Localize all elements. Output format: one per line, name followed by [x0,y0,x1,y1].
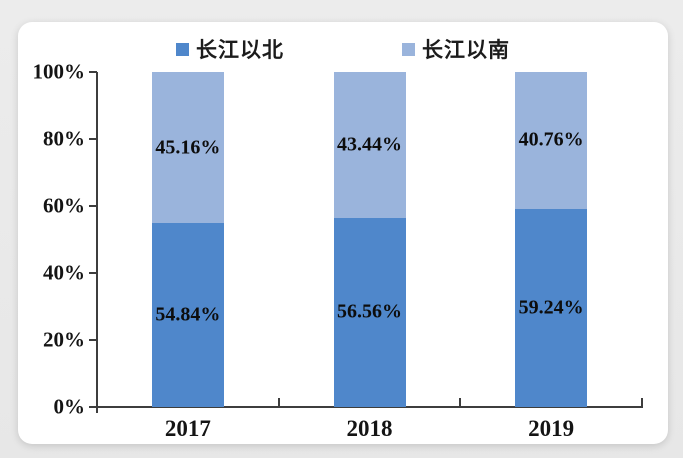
x-category-label: 2018 [346,416,393,441]
legend-item-north: 长江以北 [176,34,284,64]
y-tick-label: 0% [53,394,86,419]
bar-segment-north-2018 [333,217,406,407]
plot-area: 0% 20% 40% 60% 80% 100% 54.84% 45.16% 2017 56.56%… [33,60,643,441]
bar-segment-south-2019 [515,72,588,209]
x-axis-tick [459,398,462,407]
y-axis-tick [89,138,97,140]
bar-segment-north-2019 [515,208,588,407]
bar-segment-north-2017 [151,223,224,407]
y-tick-label: 60% [43,193,85,218]
y-tick-label: 20% [43,327,85,352]
bar-segment-south-2018 [333,72,406,218]
bar-segment-south-2017 [151,72,224,224]
legend: 长江以北 长江以南 [18,34,668,64]
x-category-label: 2017 [164,416,211,441]
y-tick-label: 40% [43,260,85,285]
legend-swatch-north-icon [176,42,189,56]
y-tick-label: 100% [32,59,86,84]
x-axis-tick [277,398,280,407]
bar-value-label: 59.24% [518,296,584,319]
legend-label-south: 长江以南 [422,38,510,62]
bar-value-label: 54.84% [155,303,221,326]
x-axis-tick [641,398,643,407]
chart-card: 长江以北 长江以南 0% 20% 40% 60% 80% 100% 54.84% 45.16%… [18,22,668,444]
legend-swatch-south-icon [402,42,415,56]
y-axis-tick [89,339,97,341]
x-axis-line [96,406,643,408]
y-axis-line [96,72,98,413]
bar-value-label: 56.56% [337,300,402,323]
legend-item-south: 长江以南 [402,34,510,64]
legend-label-north: 长江以北 [196,38,284,62]
y-axis-tick [89,205,97,207]
bar-value-label: 43.44% [337,133,402,156]
bar-value-label: 40.76% [518,128,584,151]
bar-value-label: 45.16% [155,136,221,159]
y-axis-tick [89,272,97,274]
y-axis-tick [89,71,97,73]
y-tick-label: 80% [43,126,85,151]
y-axis-tick [89,406,97,408]
x-category-label: 2019 [528,416,575,441]
